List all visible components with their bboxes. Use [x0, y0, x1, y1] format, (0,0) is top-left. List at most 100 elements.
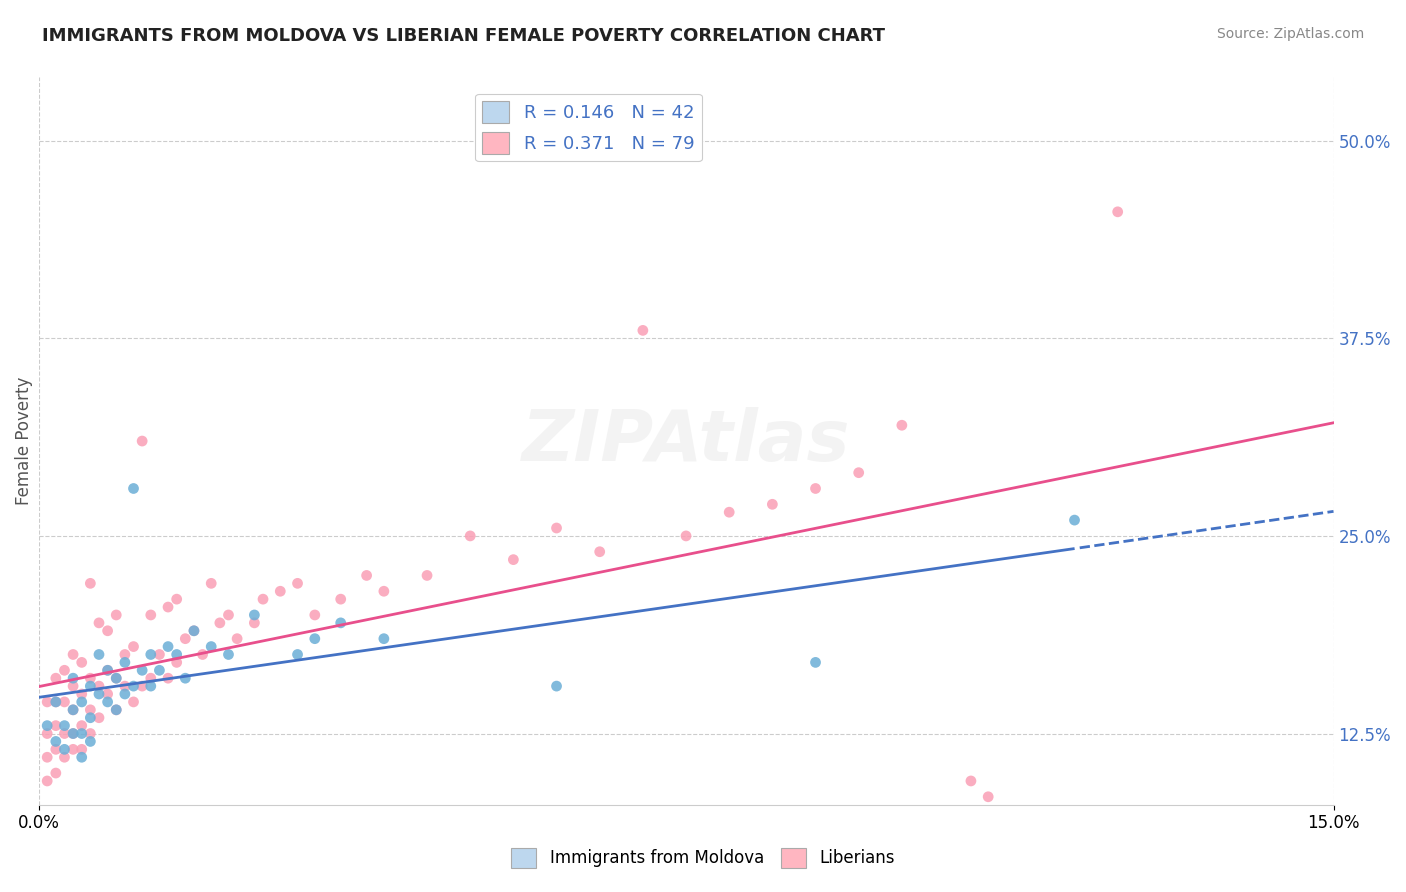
Point	[87, 711, 110, 725]
Point	[79, 711, 101, 725]
Point	[105, 703, 128, 717]
Point	[53, 750, 76, 764]
Point	[157, 640, 180, 654]
Point	[45, 695, 67, 709]
Point	[139, 671, 162, 685]
Point	[70, 718, 93, 732]
Point	[226, 632, 249, 646]
Point	[458, 529, 481, 543]
Point	[287, 576, 309, 591]
Point	[62, 703, 84, 717]
Point	[114, 679, 136, 693]
Point	[53, 726, 76, 740]
Point	[105, 671, 128, 685]
Point	[373, 632, 395, 646]
Point	[631, 323, 654, 337]
Point	[87, 615, 110, 630]
Point	[183, 624, 205, 638]
Legend: R = 0.146   N = 42, R = 0.371   N = 79: R = 0.146 N = 42, R = 0.371 N = 79	[475, 94, 702, 161]
Point	[761, 497, 783, 511]
Point	[890, 418, 912, 433]
Point	[70, 687, 93, 701]
Point	[546, 679, 568, 693]
Point	[70, 742, 93, 756]
Point	[304, 632, 326, 646]
Point	[114, 648, 136, 662]
Point	[79, 734, 101, 748]
Point	[62, 648, 84, 662]
Point	[87, 648, 110, 662]
Point	[62, 726, 84, 740]
Point	[131, 679, 153, 693]
Point	[45, 695, 67, 709]
Point	[122, 679, 145, 693]
Point	[45, 734, 67, 748]
Point	[157, 600, 180, 615]
Point	[62, 671, 84, 685]
Point	[373, 584, 395, 599]
Point	[174, 632, 197, 646]
Point	[79, 726, 101, 740]
Text: IMMIGRANTS FROM MOLDOVA VS LIBERIAN FEMALE POVERTY CORRELATION CHART: IMMIGRANTS FROM MOLDOVA VS LIBERIAN FEMA…	[42, 27, 886, 45]
Point	[79, 703, 101, 717]
Point	[139, 607, 162, 622]
Point	[304, 607, 326, 622]
Point	[87, 679, 110, 693]
Point	[37, 726, 59, 740]
Point	[37, 750, 59, 764]
Point	[122, 695, 145, 709]
Point	[53, 718, 76, 732]
Point	[675, 529, 697, 543]
Point	[148, 663, 170, 677]
Point	[97, 663, 120, 677]
Point	[243, 615, 266, 630]
Point	[166, 656, 188, 670]
Point	[139, 648, 162, 662]
Point	[62, 703, 84, 717]
Point	[804, 482, 827, 496]
Point	[45, 766, 67, 780]
Point	[243, 607, 266, 622]
Point	[356, 568, 378, 582]
Point	[97, 687, 120, 701]
Point	[114, 656, 136, 670]
Point	[97, 663, 120, 677]
Point	[97, 624, 120, 638]
Point	[122, 482, 145, 496]
Point	[79, 576, 101, 591]
Point	[37, 695, 59, 709]
Point	[329, 615, 352, 630]
Point	[200, 576, 222, 591]
Point	[105, 703, 128, 717]
Point	[62, 742, 84, 756]
Point	[218, 607, 240, 622]
Point	[53, 742, 76, 756]
Point	[718, 505, 741, 519]
Point	[70, 656, 93, 670]
Point	[79, 679, 101, 693]
Point	[546, 521, 568, 535]
Point	[37, 774, 59, 789]
Point	[70, 726, 93, 740]
Legend: Immigrants from Moldova, Liberians: Immigrants from Moldova, Liberians	[505, 841, 901, 875]
Text: ZIPAtlas: ZIPAtlas	[522, 407, 851, 475]
Y-axis label: Female Poverty: Female Poverty	[15, 377, 32, 505]
Point	[589, 545, 612, 559]
Point	[131, 434, 153, 448]
Point	[1063, 513, 1085, 527]
Point	[502, 552, 524, 566]
Point	[1107, 204, 1129, 219]
Point	[960, 774, 983, 789]
Point	[122, 640, 145, 654]
Point	[166, 592, 188, 607]
Point	[87, 687, 110, 701]
Point	[934, 805, 956, 820]
Point	[166, 648, 188, 662]
Point	[183, 624, 205, 638]
Text: Source: ZipAtlas.com: Source: ZipAtlas.com	[1216, 27, 1364, 41]
Point	[70, 695, 93, 709]
Point	[79, 671, 101, 685]
Point	[252, 592, 274, 607]
Point	[416, 568, 439, 582]
Point	[45, 671, 67, 685]
